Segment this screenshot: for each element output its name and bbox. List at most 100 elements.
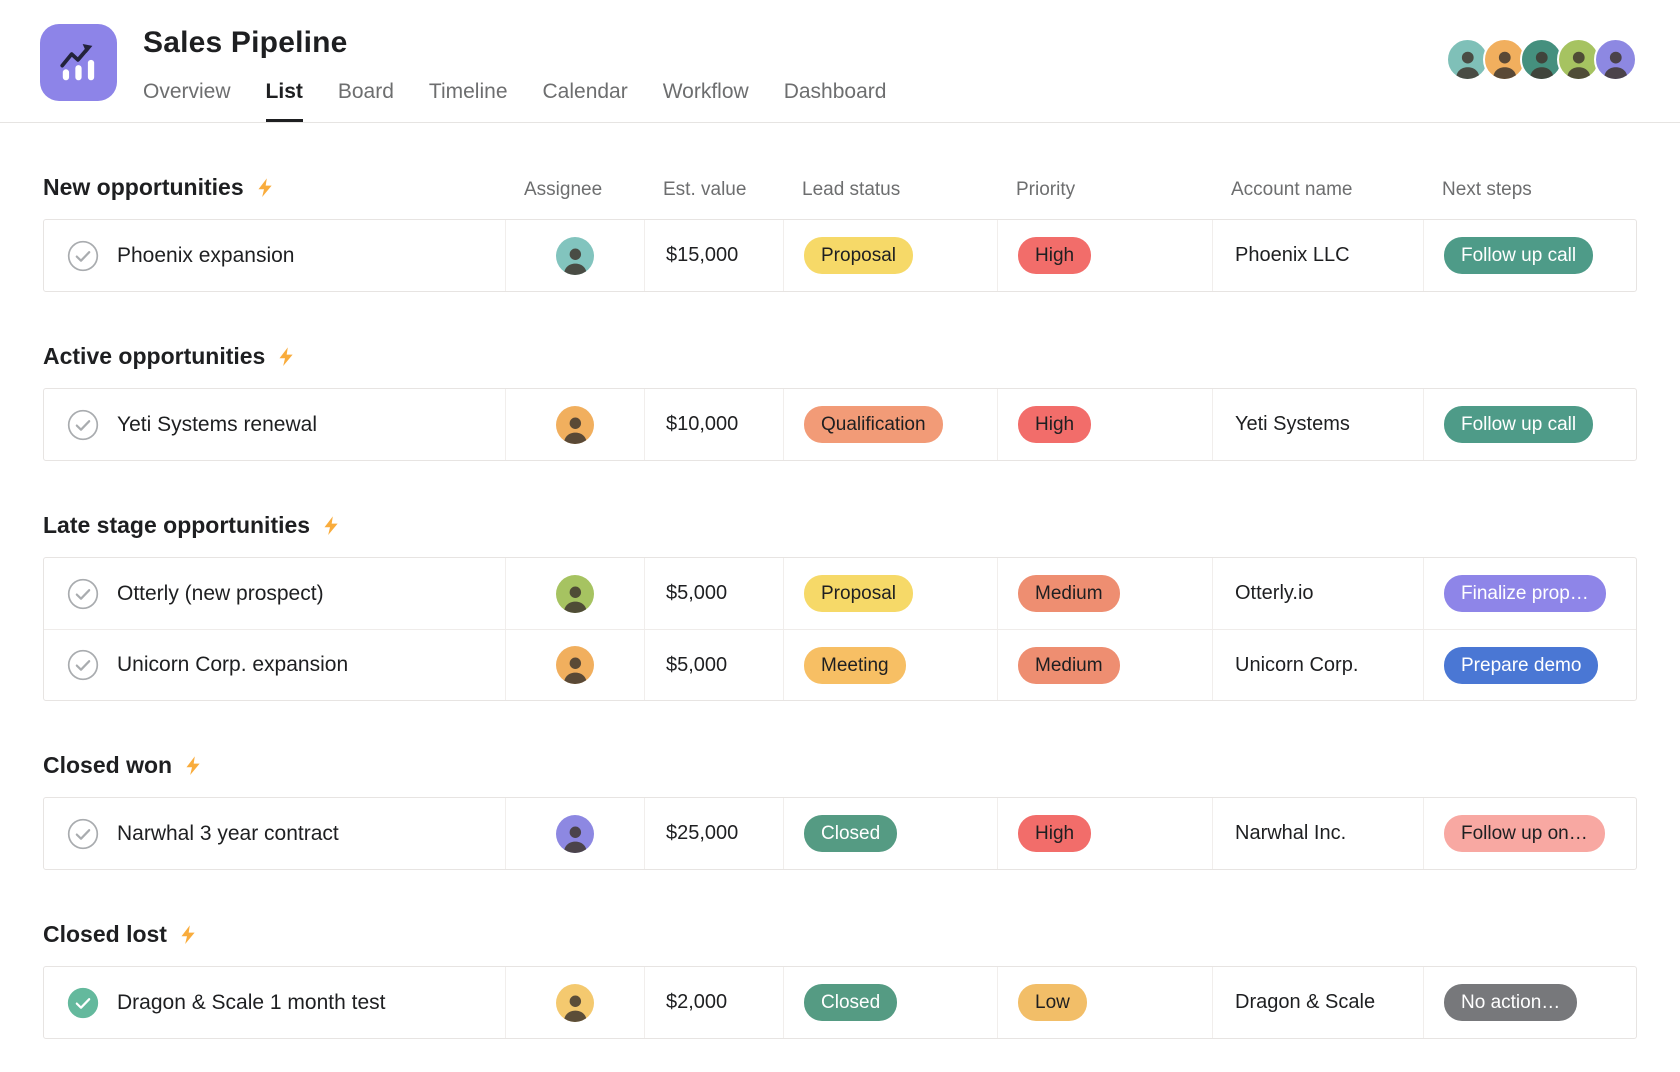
section-header[interactable]: Late stage opportunities xyxy=(43,512,504,539)
lead-status-pill[interactable]: Proposal xyxy=(804,575,913,612)
next-step-pill[interactable]: Follow up call xyxy=(1444,406,1594,443)
lead-status-pill[interactable]: Closed xyxy=(804,815,898,852)
est-value[interactable]: $15,000 xyxy=(644,220,783,291)
est-value[interactable]: $5,000 xyxy=(644,558,783,629)
tab-overview[interactable]: Overview xyxy=(143,80,231,103)
column-header-lead-status[interactable]: Lead status xyxy=(802,179,901,200)
column-header-est-value[interactable]: Est. value xyxy=(663,179,747,200)
column-header-account-name[interactable]: Account name xyxy=(1231,179,1353,200)
next-step-pill[interactable]: No action… xyxy=(1444,984,1578,1021)
complete-check-icon[interactable] xyxy=(67,409,99,441)
task-row[interactable]: Otterly (new prospect) $5,000 Proposal M… xyxy=(44,558,1636,629)
team-member-avatar[interactable] xyxy=(1557,38,1600,81)
next-step-pill[interactable]: Follow up call xyxy=(1444,237,1594,274)
project-icon xyxy=(40,24,117,101)
priority-pill[interactable]: High xyxy=(1018,237,1092,274)
assignee-avatar[interactable] xyxy=(556,983,594,1022)
account-name[interactable]: Dragon & Scale xyxy=(1212,967,1423,1038)
person-silhouette-icon xyxy=(1455,52,1480,79)
section-rows: Dragon & Scale 1 month test $2,000 Close… xyxy=(43,966,1637,1039)
person-silhouette-icon xyxy=(563,586,587,613)
person-silhouette-icon xyxy=(563,248,587,275)
task-name: Otterly (new prospect) xyxy=(117,581,324,605)
tab-workflow[interactable]: Workflow xyxy=(662,80,749,103)
assignee-cell xyxy=(505,798,644,869)
lead-status-pill[interactable]: Proposal xyxy=(804,237,913,274)
task-row[interactable]: Narwhal 3 year contract $25,000 Closed H… xyxy=(44,798,1636,869)
tab-board[interactable]: Board xyxy=(337,80,394,103)
task-row[interactable]: Phoenix expansion $15,000 Proposal High … xyxy=(44,220,1636,291)
lightning-bolt-icon xyxy=(324,516,338,535)
section-rows: Yeti Systems renewal $10,000 Qualificati… xyxy=(43,388,1637,461)
priority-pill[interactable]: Low xyxy=(1018,984,1087,1021)
person-silhouette-icon xyxy=(1529,52,1554,79)
page-title[interactable]: Sales Pipeline xyxy=(143,26,348,59)
tab-timeline[interactable]: Timeline xyxy=(428,80,508,103)
person-silhouette-icon xyxy=(1603,52,1628,79)
priority-pill[interactable]: Medium xyxy=(1018,575,1120,612)
section-title: Closed lost xyxy=(43,921,167,947)
task-row[interactable]: Dragon & Scale 1 month test $2,000 Close… xyxy=(44,967,1636,1038)
next-step-pill[interactable]: Finalize prop… xyxy=(1444,575,1606,612)
assignee-avatar[interactable] xyxy=(556,814,594,853)
priority-cell: Low xyxy=(997,967,1212,1038)
column-header-priority[interactable]: Priority xyxy=(1016,179,1076,200)
complete-check-icon[interactable] xyxy=(67,649,99,681)
team-avatars xyxy=(1446,38,1637,81)
lead-status-cell: Proposal xyxy=(783,558,997,629)
est-value[interactable]: $10,000 xyxy=(644,389,783,460)
section-header[interactable]: Closed lost xyxy=(43,921,504,948)
lead-status-cell: Qualification xyxy=(783,389,997,460)
person-silhouette-icon xyxy=(1492,52,1517,79)
tab-list[interactable]: List xyxy=(265,80,303,122)
team-member-avatar[interactable] xyxy=(1594,38,1637,81)
section-header[interactable]: Active opportunities xyxy=(43,343,504,370)
assignee-avatar[interactable] xyxy=(556,236,594,275)
person-silhouette-icon xyxy=(563,826,587,853)
team-member-avatar[interactable] xyxy=(1520,38,1563,81)
tab-dashboard[interactable]: Dashboard xyxy=(783,80,887,103)
section-header[interactable]: Closed won xyxy=(43,752,504,779)
next-step-pill[interactable]: Prepare demo xyxy=(1444,646,1599,684)
lead-status-pill[interactable]: Closed xyxy=(804,984,898,1021)
next-steps-cell: Follow up call xyxy=(1423,220,1636,291)
complete-check-icon[interactable] xyxy=(67,987,99,1019)
task-row[interactable]: Yeti Systems renewal $10,000 Qualificati… xyxy=(44,389,1636,460)
next-steps-cell: Follow up on… xyxy=(1423,798,1636,869)
account-name[interactable]: Yeti Systems xyxy=(1212,389,1423,460)
lead-status-pill[interactable]: Qualification xyxy=(804,406,943,443)
section-rows: Otterly (new prospect) $5,000 Proposal M… xyxy=(43,557,1637,701)
column-header-next-steps[interactable]: Next steps xyxy=(1442,179,1532,200)
tab-calendar[interactable]: Calendar xyxy=(542,80,628,103)
est-value[interactable]: $2,000 xyxy=(644,967,783,1038)
task-name: Phoenix expansion xyxy=(117,243,295,267)
complete-check-icon[interactable] xyxy=(67,240,99,272)
assignee-avatar[interactable] xyxy=(556,646,594,684)
priority-pill[interactable]: Medium xyxy=(1018,646,1120,684)
priority-pill[interactable]: High xyxy=(1018,815,1092,852)
complete-check-icon[interactable] xyxy=(67,578,99,610)
account-name[interactable]: Otterly.io xyxy=(1212,558,1423,629)
section-rows: Narwhal 3 year contract $25,000 Closed H… xyxy=(43,797,1637,870)
assignee-cell xyxy=(505,389,644,460)
assignee-avatar[interactable] xyxy=(556,405,594,444)
lead-status-pill[interactable]: Meeting xyxy=(804,646,906,684)
task-cell: Yeti Systems renewal xyxy=(44,389,505,460)
task-name: Yeti Systems renewal xyxy=(117,412,317,436)
account-name[interactable]: Unicorn Corp. xyxy=(1212,630,1423,700)
column-header-assignee[interactable]: Assignee xyxy=(524,179,603,200)
est-value[interactable]: $25,000 xyxy=(644,798,783,869)
team-member-avatar[interactable] xyxy=(1483,38,1526,81)
pipeline-section: Closed lost Dragon & Scale 1 month test xyxy=(43,921,1637,1039)
account-name[interactable]: Phoenix LLC xyxy=(1212,220,1423,291)
next-steps-cell: Follow up call xyxy=(1423,389,1636,460)
account-name[interactable]: Narwhal Inc. xyxy=(1212,798,1423,869)
est-value[interactable]: $5,000 xyxy=(644,630,783,700)
complete-check-icon[interactable] xyxy=(67,818,99,850)
priority-pill[interactable]: High xyxy=(1018,406,1092,443)
next-step-pill[interactable]: Follow up on… xyxy=(1444,815,1605,852)
section-header[interactable]: New opportunities xyxy=(43,174,504,201)
section-title: New opportunities xyxy=(43,174,244,200)
assignee-avatar[interactable] xyxy=(556,574,594,613)
task-row[interactable]: Unicorn Corp. expansion $5,000 Meeting M… xyxy=(44,629,1636,700)
